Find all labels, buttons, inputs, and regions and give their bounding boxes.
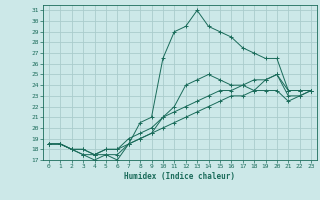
X-axis label: Humidex (Indice chaleur): Humidex (Indice chaleur) (124, 172, 236, 181)
